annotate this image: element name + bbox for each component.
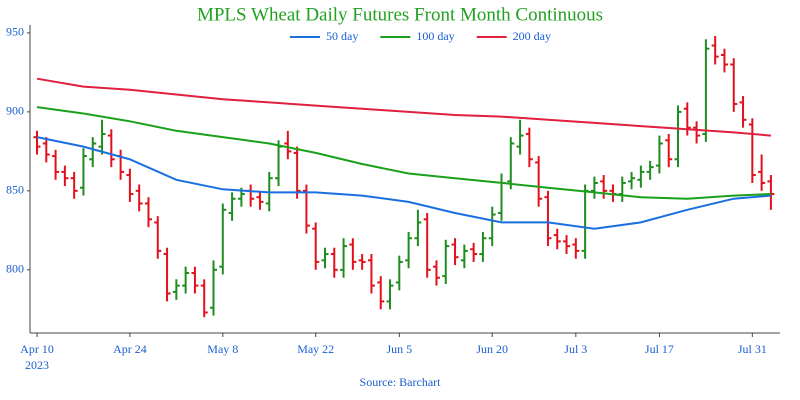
legend-label: 100 day — [416, 29, 454, 43]
y-tick-label: 900 — [6, 104, 24, 118]
y-tick-label: 800 — [6, 262, 24, 276]
x-tick-label: Apr 10 — [20, 342, 54, 356]
x-tick-label: Jun 5 — [386, 342, 412, 356]
moving-average-line — [36, 106, 771, 200]
legend-label: 50 day — [326, 29, 358, 43]
x-tick-label: Jul 17 — [645, 342, 674, 356]
x-tick-label: Jul 31 — [738, 342, 767, 356]
x-tick-label: May 8 — [207, 342, 238, 356]
x-tick-label: Apr 24 — [113, 342, 147, 356]
legend-label: 200 day — [513, 29, 551, 43]
moving-average-line — [36, 136, 771, 230]
y-tick-label: 950 — [6, 25, 24, 39]
source-note: Source: Barchart — [360, 375, 442, 389]
x-tick-label: Jul 3 — [564, 342, 587, 356]
chart-title: MPLS Wheat Daily Futures Front Month Con… — [197, 4, 603, 25]
x-tick-label: Jun 20 — [476, 342, 508, 356]
y-tick-label: 850 — [6, 183, 24, 197]
moving-average-line — [36, 77, 771, 137]
x-year-label: 2023 — [25, 358, 49, 372]
x-tick-label: May 22 — [297, 342, 334, 356]
